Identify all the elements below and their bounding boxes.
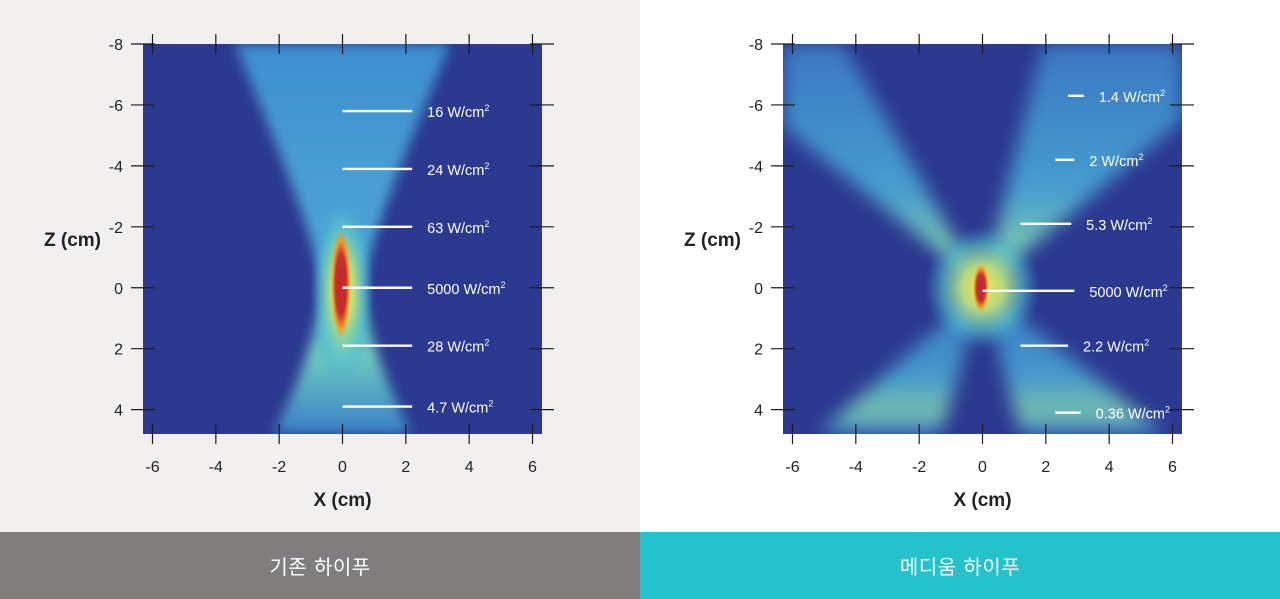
y-tick-label: -2 (109, 220, 123, 237)
annotation-superscript: 2 (1144, 338, 1149, 348)
x-tick-label: 6 (1168, 459, 1177, 476)
y-tick-label: 2 (114, 342, 123, 359)
annotation-label: 16 W/cm2 (427, 103, 489, 121)
y-axis-label: Z (cm) (44, 230, 101, 251)
y-tick-label: -2 (749, 220, 763, 237)
annotation-label: 5.3 W/cm2 (1086, 216, 1152, 234)
x-tick-label: -2 (272, 459, 286, 476)
annotation-superscript: 2 (501, 280, 506, 290)
y-tick-label: 4 (754, 403, 763, 420)
annotation-label: 1.4 W/cm2 (1099, 88, 1165, 106)
y-tick-label: -4 (109, 159, 123, 176)
focal-spot (330, 230, 351, 339)
annotation-superscript: 2 (484, 219, 489, 229)
y-axis-label: Z (cm) (684, 230, 741, 251)
x-axis-label: X (cm) (953, 490, 1011, 511)
y-tick-label: -6 (109, 98, 123, 115)
left-caption: 기존 하이푸 (0, 532, 640, 599)
x-tick-label: 0 (978, 459, 987, 476)
y-tick-label: -8 (749, 37, 763, 54)
annotation-label: 4.7 W/cm2 (427, 399, 493, 417)
x-tick-label: -2 (912, 459, 926, 476)
annotation-superscript: 2 (488, 399, 493, 409)
annotation-superscript: 2 (1147, 216, 1152, 226)
annotation-superscript: 2 (484, 161, 489, 171)
left-panel: 16 W/cm2 24 W/cm2 63 W/cm2 5000 W/cm2 28 W/c… (0, 0, 640, 599)
annotation-superscript: 2 (484, 338, 489, 348)
x-tick-label: 4 (465, 459, 474, 476)
x-tick-label: 0 (338, 459, 347, 476)
plot-area (143, 44, 542, 434)
annotation-label: 24 W/cm2 (427, 161, 489, 179)
x-tick-label: -6 (785, 459, 799, 476)
x-tick-label: -4 (209, 459, 223, 476)
y-tick-label: -8 (109, 37, 123, 54)
annotation-label: 5000 W/cm2 (1089, 283, 1167, 301)
medium-hifu-chart: 1.4 W/cm2 2 W/cm2 5.3 W/cm2 5000 W/cm2 2.2 W… (684, 34, 1194, 511)
y-tick-label: 0 (114, 281, 123, 298)
annotation-label: 2 W/cm2 (1089, 152, 1143, 170)
x-tick-label: 6 (528, 459, 537, 476)
annotation-superscript: 2 (1165, 405, 1170, 415)
annotation-superscript: 2 (1138, 152, 1143, 162)
annotation-superscript: 2 (1163, 283, 1168, 293)
y-tick-label: 4 (114, 403, 123, 420)
conventional-hifu-chart: 16 W/cm2 24 W/cm2 63 W/cm2 5000 W/cm2 28 W/c… (44, 34, 554, 511)
y-tick-label: 0 (754, 281, 763, 298)
right-panel: 1.4 W/cm2 2 W/cm2 5.3 W/cm2 5000 W/cm2 2.2 W… (640, 0, 1280, 599)
x-tick-label: 2 (401, 459, 410, 476)
y-tick-label: -4 (749, 159, 763, 176)
x-tick-label: -4 (849, 459, 863, 476)
y-tick-label: 2 (754, 342, 763, 359)
annotation-superscript: 2 (484, 103, 489, 113)
x-tick-label: 4 (1105, 459, 1114, 476)
annotation-label: 0.36 W/cm2 (1096, 405, 1170, 423)
plot-area (783, 44, 1182, 434)
x-tick-label: -6 (145, 459, 159, 476)
annotation-label: 2.2 W/cm2 (1083, 338, 1149, 356)
annotation-superscript: 2 (1160, 88, 1165, 98)
upper-beams (783, 44, 1182, 288)
lower-beams (817, 287, 1167, 434)
annotation-label: 5000 W/cm2 (427, 280, 505, 298)
focal-spot (972, 263, 989, 312)
x-tick-label: 2 (1041, 459, 1050, 476)
annotation-label: 63 W/cm2 (427, 219, 489, 237)
right-caption: 메디움 하이푸 (640, 532, 1280, 599)
x-axis-label: X (cm) (313, 490, 371, 511)
y-tick-label: -6 (749, 98, 763, 115)
annotation-label: 28 W/cm2 (427, 338, 489, 356)
